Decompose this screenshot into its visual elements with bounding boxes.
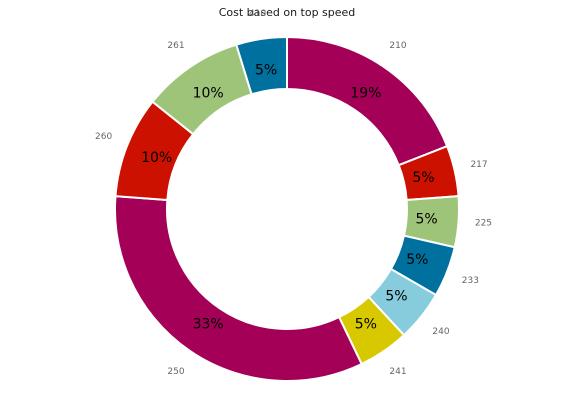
slices-layer xyxy=(114,36,460,382)
percent-label-217: 5% xyxy=(412,170,434,186)
percent-label-250: 33% xyxy=(193,317,224,333)
percent-label-260: 10% xyxy=(141,150,172,166)
category-label-210: 210 xyxy=(389,41,406,51)
chart-title: Cost based on top speed xyxy=(219,6,356,19)
percent-label-241: 5% xyxy=(355,317,377,333)
slice-250 xyxy=(114,195,363,382)
labels-layer: 19% 210 5% 217 5% 225 5% 233 5% 240 5% 241 33% 250 10%… xyxy=(95,9,492,377)
percent-label-261: 10% xyxy=(193,85,224,101)
percent-label-240: 5% xyxy=(385,288,407,304)
category-label-225: 225 xyxy=(475,219,492,229)
category-label-233: 233 xyxy=(462,276,479,286)
category-label-217: 217 xyxy=(470,160,487,170)
category-label-261: 261 xyxy=(167,41,184,51)
category-label-410: 410 xyxy=(249,9,266,19)
category-label-250: 250 xyxy=(167,367,184,377)
percent-label-225: 5% xyxy=(415,211,437,227)
percent-label-233: 5% xyxy=(406,252,428,268)
slice-410 xyxy=(235,36,288,96)
category-label-241: 241 xyxy=(389,367,406,377)
percent-label-210: 19% xyxy=(350,85,381,101)
category-label-260: 260 xyxy=(95,132,112,142)
category-label-240: 240 xyxy=(432,327,449,337)
percent-label-410: 5% xyxy=(255,63,277,79)
